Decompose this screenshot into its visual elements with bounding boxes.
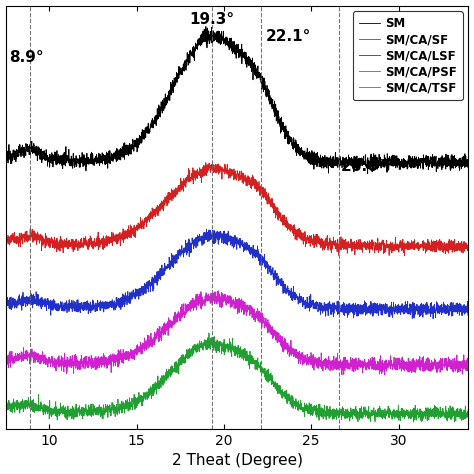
SM xyxy=(457,167,463,173)
SM/CA/SF xyxy=(465,243,471,249)
SM xyxy=(407,164,413,169)
SM/CA/TSF xyxy=(206,330,212,336)
SM/CA/PSF xyxy=(3,346,9,352)
SM xyxy=(465,153,471,158)
SM/CA/SF xyxy=(180,186,186,191)
SM/CA/PSF xyxy=(180,308,186,314)
SM/CA/TSF xyxy=(201,347,206,353)
Line: SM: SM xyxy=(6,27,468,173)
SM/CA/LSF xyxy=(457,301,463,306)
SM/CA/TSF xyxy=(407,409,412,415)
SM/CA/SF xyxy=(83,237,89,243)
SM/CA/LSF xyxy=(430,316,436,321)
SM/CA/LSF xyxy=(3,297,9,303)
Text: 26.6°: 26.6° xyxy=(341,159,387,173)
SM/CA/PSF xyxy=(55,358,61,364)
SM/CA/TSF xyxy=(3,400,9,406)
SM/CA/TSF xyxy=(83,402,89,408)
SM/CA/SF xyxy=(55,244,61,249)
SM/CA/SF xyxy=(201,170,206,175)
SM/CA/LSF xyxy=(407,306,412,312)
SM/CA/TSF xyxy=(457,409,463,415)
SM/CA/LSF xyxy=(83,305,89,310)
SM/CA/PSF xyxy=(201,300,206,305)
SM/CA/SF xyxy=(203,160,209,165)
SM/CA/PSF xyxy=(457,366,463,372)
SM/CA/TSF xyxy=(180,352,186,357)
X-axis label: 2 Theat (Degree): 2 Theat (Degree) xyxy=(172,454,302,468)
SM/CA/PSF xyxy=(465,367,471,373)
Line: SM/CA/PSF: SM/CA/PSF xyxy=(6,291,468,375)
SM/CA/LSF xyxy=(55,301,61,307)
SM xyxy=(3,154,9,160)
SM/CA/TSF xyxy=(411,419,417,425)
SM xyxy=(83,162,89,168)
SM/CA/LSF xyxy=(465,309,471,314)
Line: SM/CA/LSF: SM/CA/LSF xyxy=(6,229,468,319)
SM/CA/TSF xyxy=(55,407,61,412)
Legend: SM, SM/CA/SF, SM/CA/LSF, SM/CA/PSF, SM/CA/TSF: SM, SM/CA/SF, SM/CA/LSF, SM/CA/PSF, SM/C… xyxy=(353,11,463,100)
SM/CA/SF xyxy=(3,236,9,241)
SM/CA/LSF xyxy=(180,248,186,254)
SM/CA/LSF xyxy=(201,234,206,240)
SM/CA/TSF xyxy=(465,416,471,422)
SM xyxy=(203,24,209,29)
SM/CA/LSF xyxy=(204,226,210,232)
SM xyxy=(201,36,206,42)
SM/CA/PSF xyxy=(382,372,388,378)
SM xyxy=(180,68,186,73)
Text: 22.1°: 22.1° xyxy=(266,29,311,44)
SM/CA/SF xyxy=(401,253,407,259)
SM/CA/PSF xyxy=(215,288,221,294)
SM/CA/SF xyxy=(457,240,463,246)
SM xyxy=(55,160,61,166)
Line: SM/CA/TSF: SM/CA/TSF xyxy=(6,333,468,422)
SM/CA/PSF xyxy=(407,366,413,372)
Line: SM/CA/SF: SM/CA/SF xyxy=(6,163,468,256)
SM/CA/SF xyxy=(407,240,413,246)
SM xyxy=(365,171,371,176)
Text: 8.9°: 8.9° xyxy=(9,50,44,65)
SM/CA/PSF xyxy=(83,363,89,369)
Text: 19.3°: 19.3° xyxy=(189,12,234,27)
